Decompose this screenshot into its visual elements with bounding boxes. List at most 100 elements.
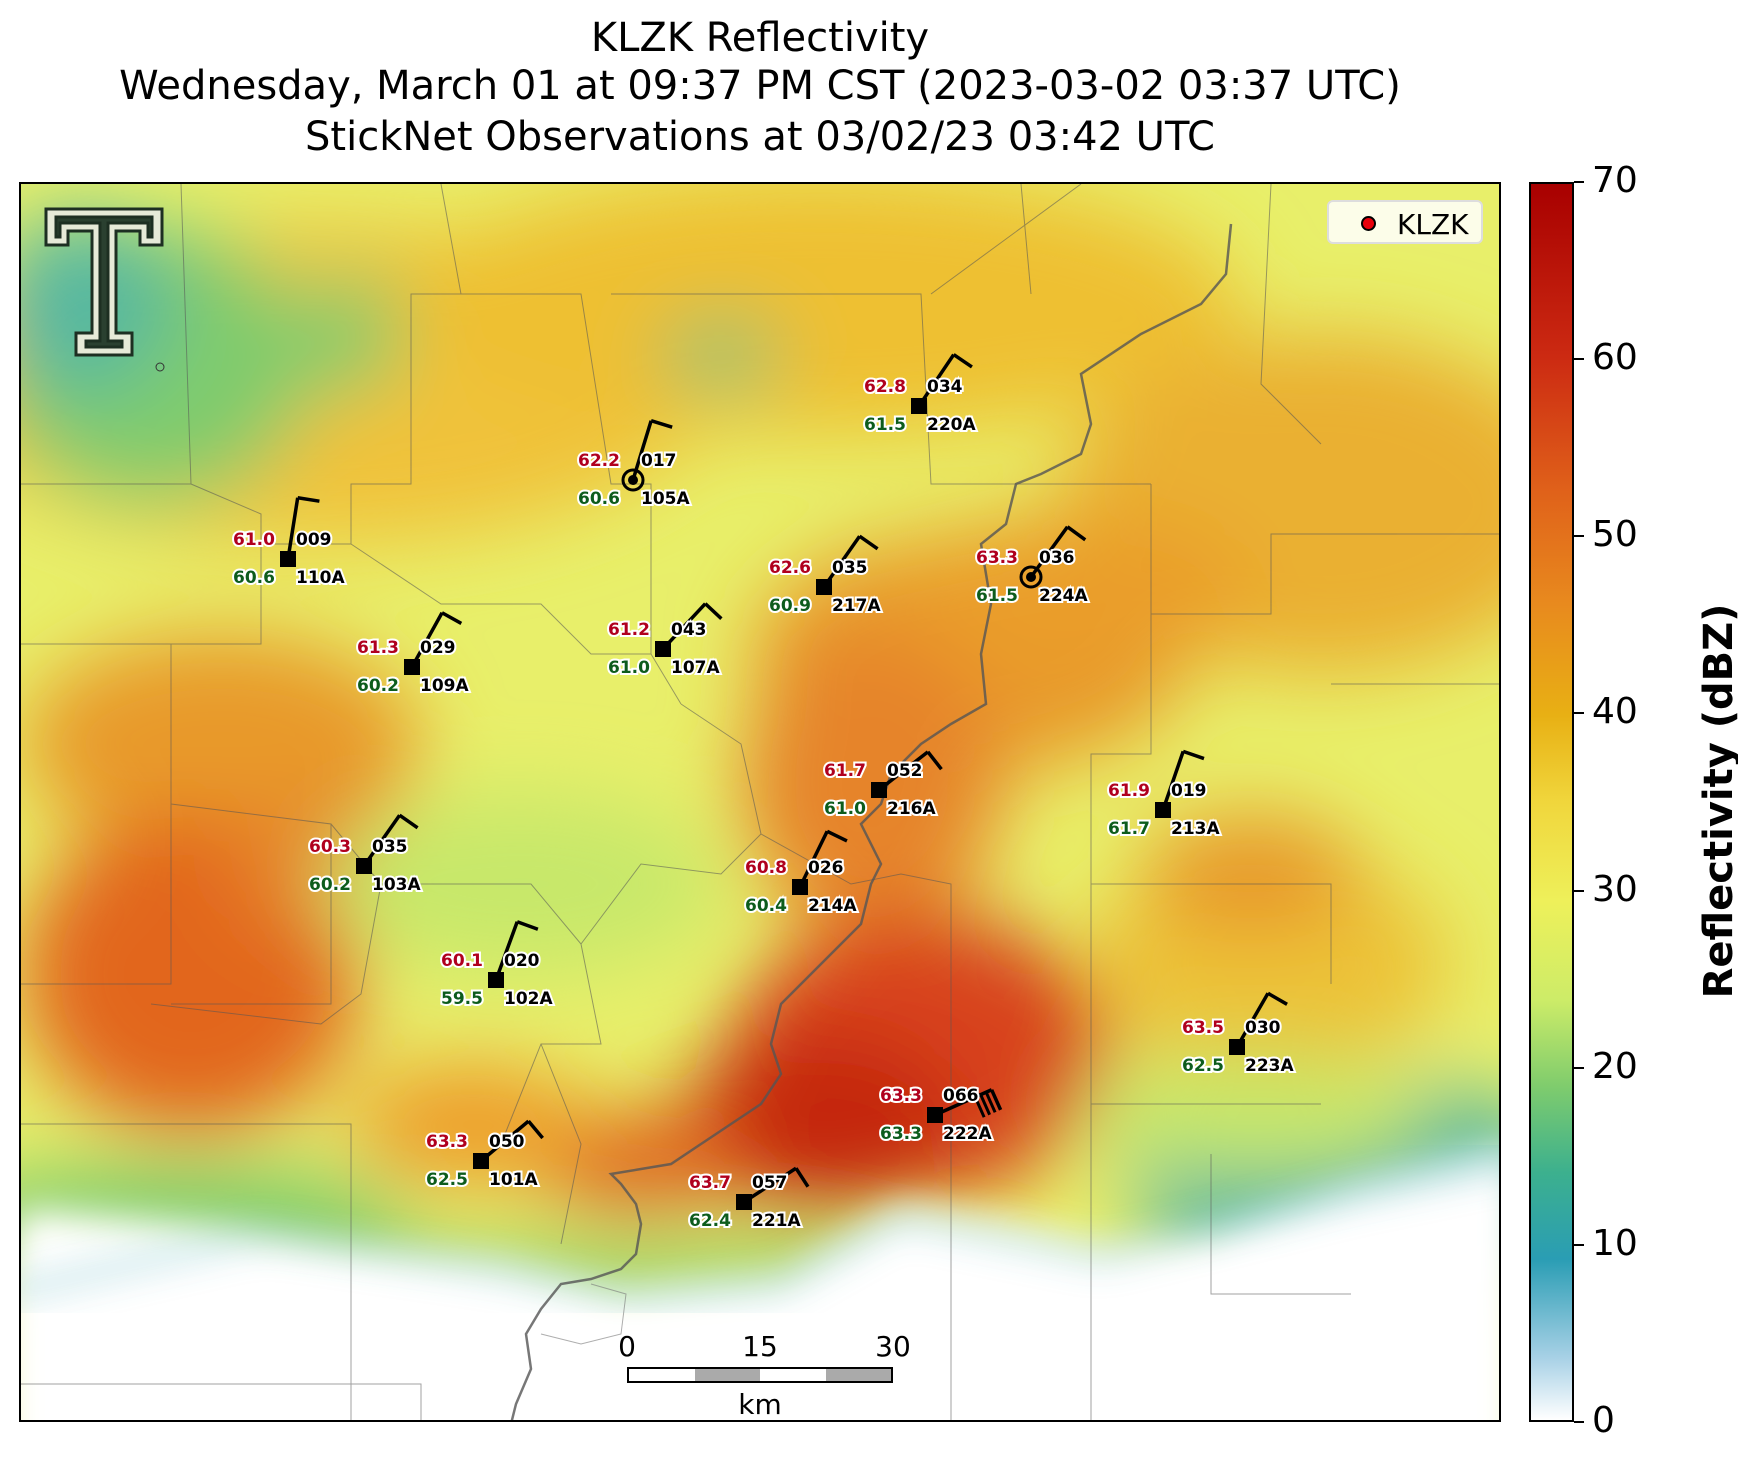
wind-barb-flag	[516, 920, 539, 931]
temperature-label: 62.8	[864, 377, 906, 397]
dewpoint-label: 60.6	[233, 568, 275, 588]
stations-layer: 61.0 009 60.6 110A 62.2 017 60.6 105A 62.8 034 61.…	[231, 353, 1296, 1233]
station-id-label: 109A	[420, 676, 469, 696]
temperature-label: 63.7	[689, 1173, 731, 1193]
colorbar-tick	[1574, 358, 1584, 361]
station-marker-icon	[280, 551, 296, 567]
station-id-label: 222A	[943, 1124, 992, 1144]
station-222A[interactable]: 63.3 066 63.3 222A	[878, 1084, 1003, 1146]
station-110A[interactable]: 61.0 009 60.6 110A	[231, 496, 347, 590]
temperature-label: 62.6	[769, 558, 811, 578]
station-214A[interactable]: 60.8 026 60.4 214A	[743, 829, 859, 918]
wind-barb-flag	[650, 419, 673, 429]
station-217A[interactable]: 62.6 035 60.9 217A	[767, 534, 883, 618]
wind-barb-staff	[286, 497, 300, 560]
river-line	[510, 223, 1233, 1420]
temperature-label: 61.0	[233, 530, 275, 550]
station-id-label: 107A	[671, 658, 720, 678]
wind-barb-flag	[398, 813, 419, 830]
station-marker-icon	[736, 1194, 752, 1210]
dewpoint-label: 61.7	[1108, 819, 1150, 839]
temperature-label: 60.1	[441, 951, 483, 971]
county-boundaries	[21, 184, 1499, 1420]
wind-barb-flag	[297, 496, 320, 503]
wind-barb-staff	[362, 814, 401, 868]
wind-barb-flag	[1066, 525, 1087, 542]
dewpoint-label: 61.0	[824, 799, 866, 819]
wind-direction-label: 034	[927, 377, 963, 397]
station-marker-icon	[655, 641, 671, 657]
dewpoint-label: 63.3	[880, 1124, 922, 1144]
wind-barb-flag	[1267, 991, 1288, 1006]
wind-barb-flag	[926, 750, 943, 771]
dewpoint-label: 62.4	[689, 1211, 731, 1231]
wind-barb-staff	[410, 611, 444, 668]
colorbar-label: Reflectivity (dBZ)	[1696, 603, 1738, 999]
station-216A[interactable]: 61.7 052 61.0 216A	[822, 750, 943, 821]
colorbar-tick	[1574, 1066, 1584, 1069]
wind-barb-staff	[798, 830, 829, 888]
dewpoint-label: 60.2	[357, 676, 399, 696]
wind-direction-label: 020	[504, 951, 540, 971]
wind-barb-flag	[858, 534, 879, 551]
colorbar-tick	[1574, 712, 1584, 715]
wind-barb-flag	[826, 829, 848, 843]
wind-barb-flag	[527, 1120, 544, 1140]
colorbar-tick	[1574, 181, 1584, 183]
wind-barb-staff	[877, 750, 929, 792]
temperature-label: 60.8	[745, 858, 787, 878]
station-101A[interactable]: 63.3 050 62.5 101A	[424, 1119, 544, 1192]
station-213A[interactable]: 61.9 019 61.7 213A	[1106, 749, 1222, 841]
station-marker-icon	[404, 659, 420, 675]
station-220A[interactable]: 62.8 034 61.5 220A	[862, 353, 978, 437]
station-id-label: 213A	[1171, 819, 1220, 839]
radar-map[interactable]: 61.0 009 60.6 110A 62.2 017 60.6 105A 62.8 034 61.…	[19, 182, 1501, 1422]
station-calm-marker-icon	[1026, 572, 1036, 582]
station-id-label: 102A	[504, 989, 553, 1009]
station-109A[interactable]: 61.3 029 60.2 109A	[355, 611, 471, 698]
station-107A[interactable]: 61.2 043 61.0 107A	[606, 602, 723, 680]
temperature-label: 61.9	[1108, 781, 1150, 801]
station-id-label: 216A	[887, 799, 936, 819]
wind-barb-flag	[704, 602, 723, 620]
scale-tick-30: 30	[875, 1330, 911, 1363]
wind-direction-label: 066	[943, 1086, 979, 1106]
wind-direction-label: 019	[1171, 781, 1207, 801]
colorbar-tick-label: 10	[1592, 1222, 1638, 1264]
station-224A[interactable]: 63.3 036 61.5 224A	[974, 525, 1090, 608]
scale-tick-15: 15	[742, 1330, 778, 1363]
station-calm-marker-icon	[628, 475, 638, 485]
map-legend: KLZK	[1327, 200, 1483, 244]
colorbar-tick	[1574, 1421, 1584, 1423]
dewpoint-label: 60.4	[745, 896, 787, 916]
wind-barb-flag	[990, 1089, 1003, 1111]
colorbar-tick-label: 60	[1592, 337, 1638, 379]
temperature-label: 60.3	[309, 837, 351, 857]
wind-direction-label: 050	[489, 1132, 525, 1152]
temperature-label: 63.3	[976, 548, 1018, 568]
station-103A[interactable]: 60.3 035 60.2 103A	[307, 813, 423, 897]
station-105A[interactable]: 62.2 017 60.6 105A	[576, 419, 692, 511]
colorbar-tick	[1574, 1243, 1584, 1246]
station-marker-icon	[792, 879, 808, 895]
radar-map-canvas: 61.0 009 60.6 110A 62.2 017 60.6 105A 62.8 034 61.…	[21, 184, 1499, 1420]
station-223A[interactable]: 63.5 030 62.5 223A	[1180, 991, 1296, 1078]
wind-barb-staff	[743, 1166, 797, 1204]
wind-barb-flag	[794, 1167, 810, 1188]
station-221A[interactable]: 63.7 057 62.4 221A	[687, 1166, 810, 1233]
legend-marker-icon	[1361, 216, 1376, 231]
temperature-label: 63.3	[426, 1132, 468, 1152]
dewpoint-label: 59.5	[441, 989, 483, 1009]
title-line-1: KLZK Reflectivity	[590, 15, 930, 61]
station-id-label: 220A	[927, 415, 976, 435]
temperature-label: 62.2	[578, 451, 620, 471]
wind-barb-flag	[984, 1091, 997, 1113]
wind-barb-staff	[1235, 992, 1270, 1048]
temperature-label: 61.3	[357, 638, 399, 658]
station-id-label: 101A	[489, 1170, 538, 1190]
station-id-label: 221A	[752, 1211, 801, 1231]
dewpoint-label: 60.6	[578, 489, 620, 509]
station-102A[interactable]: 60.1 020 59.5 102A	[439, 920, 555, 1011]
wind-barb-flag	[952, 353, 973, 369]
wind-direction-label: 035	[832, 558, 868, 578]
